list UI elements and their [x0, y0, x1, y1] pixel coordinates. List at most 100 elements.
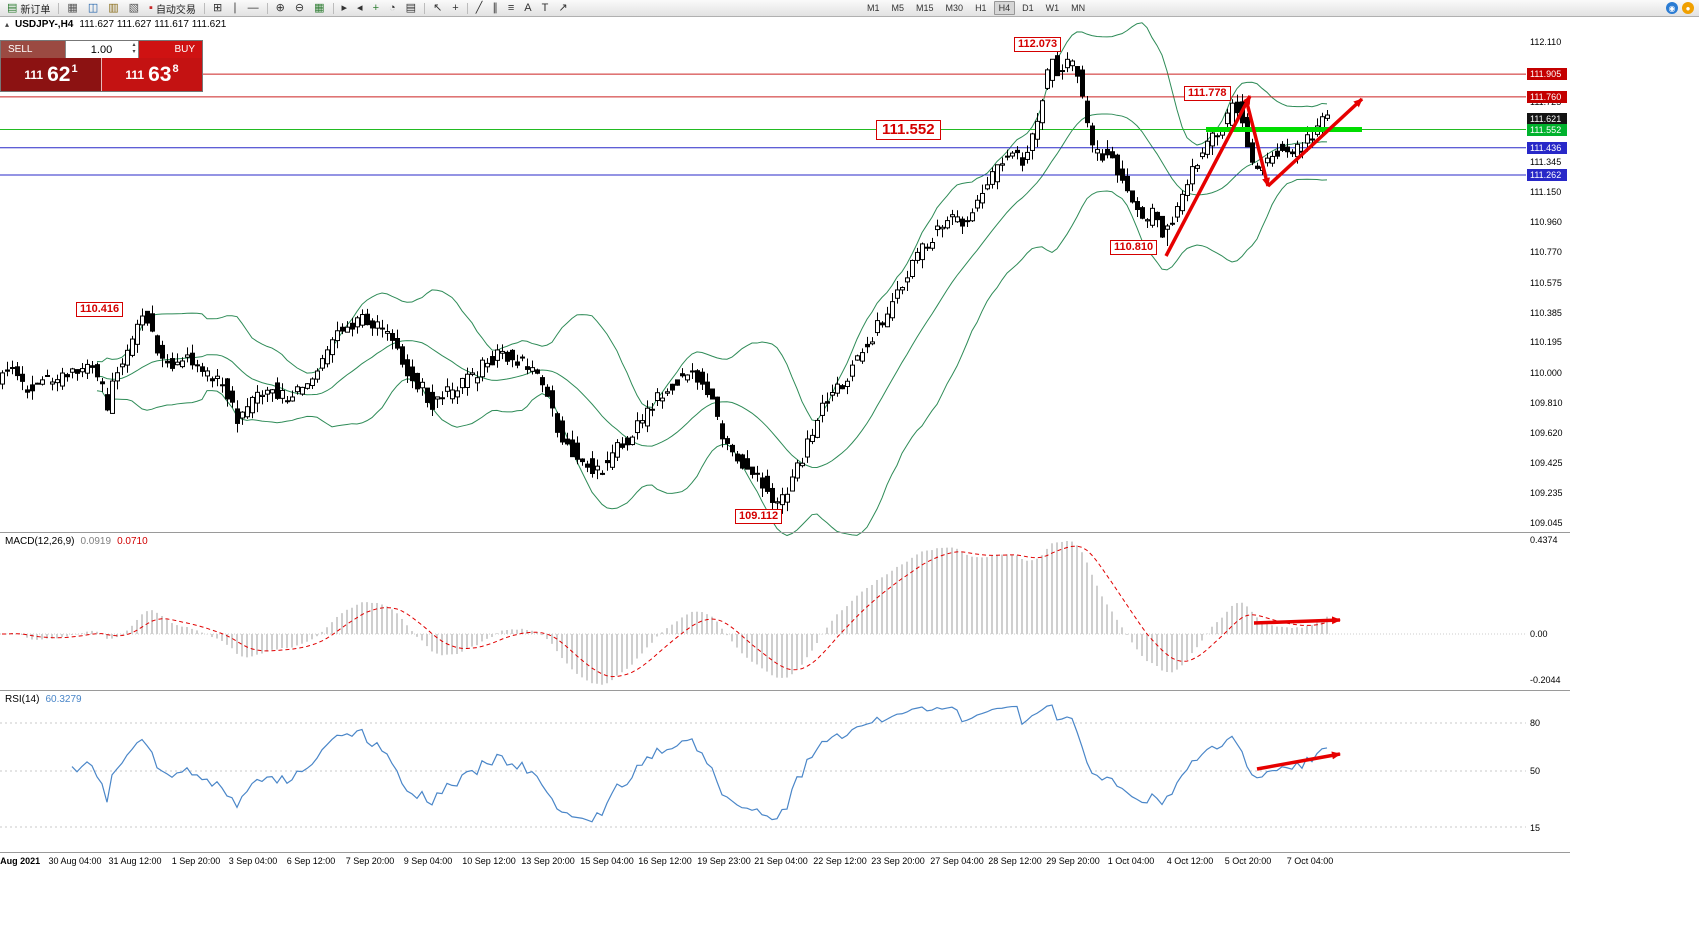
- new-order-button-label: 新订单: [20, 4, 51, 16]
- timeframe-m5-button[interactable]: M5: [891, 3, 905, 13]
- price-tag: 111.552: [1527, 124, 1567, 136]
- timeframe-h1-button[interactable]: H1: [975, 3, 987, 13]
- buy-button[interactable]: BUY: [138, 41, 202, 58]
- main-toolbar: ▤ 新订单 ▦ ◫ ▥ ▧ ▪ 自动交易 ⊞ ∣ ― ⊕ ⊖ ▦ ▸ ◂ + ◔ ▤ ↖ + ╱ ∥ ≡ A T ↗ M1 M5 M15…: [0, 0, 1699, 17]
- chart-symbol-period: USDJPY-,H4: [15, 19, 74, 30]
- new-order-button[interactable]: ▤ 新订单: [2, 1, 55, 16]
- buy-price-panel[interactable]: 111 63 8: [101, 58, 202, 91]
- chart-marker-icon: ▴: [5, 20, 10, 29]
- periods-icon[interactable]: ◔: [384, 1, 401, 15]
- price-callout: 110.810: [1110, 240, 1158, 255]
- label-tool-icon-glyph: T: [541, 2, 549, 14]
- toolbar-separator: [424, 2, 426, 14]
- price-axis-label: 109.045: [1530, 518, 1563, 528]
- macd-signal-value: 0.0710: [117, 536, 148, 547]
- time-axis-label: 26 Aug 2021: [0, 856, 41, 866]
- chart-header: ▴ USDJPY-,H4 111.627 111.627 111.617 111…: [5, 19, 226, 30]
- charts-window-icon-glyph: ▦: [67, 2, 78, 14]
- macd-indicator-label: MACD(12,26,9) 0.0919 0.0710: [5, 536, 148, 547]
- zoom-in-icon[interactable]: ⊕: [271, 1, 290, 15]
- time-axis-label: 30 Aug 04:00: [48, 856, 102, 866]
- volume-down-icon[interactable]: ▾: [132, 49, 136, 55]
- profile-icon-glyph: ◫: [87, 2, 99, 14]
- price-axis-label: 110.385: [1530, 308, 1562, 318]
- trendline-tool-icon[interactable]: ╱: [471, 1, 488, 15]
- time-axis-label: 16 Sep 12:00: [638, 856, 692, 866]
- rsi-value: 60.3279: [45, 694, 82, 705]
- fibonacci-tool-icon-glyph: ≡: [507, 2, 515, 14]
- sell-price-panel[interactable]: 111 62 1: [1, 58, 101, 91]
- auto-scroll-icon[interactable]: ▸: [337, 1, 353, 15]
- community-icon[interactable]: ◉: [1666, 2, 1678, 14]
- sell-price-pips: 62: [47, 62, 71, 86]
- crosshair-icon[interactable]: +: [447, 1, 463, 15]
- chart-shift-icon[interactable]: ◂: [352, 1, 368, 15]
- timeframe-m1-button[interactable]: M1: [867, 3, 880, 13]
- sell-price-base: 111: [24, 67, 44, 82]
- time-axis-label: 6 Sep 12:00: [286, 856, 336, 866]
- time-axis-label: 21 Sep 04:00: [754, 856, 808, 866]
- price-axis-label: 109.425: [1530, 458, 1563, 468]
- text-tool-icon[interactable]: A: [519, 1, 536, 15]
- volume-input[interactable]: 1.00 ▴ ▾: [64, 41, 139, 58]
- timeframe-w1-button[interactable]: W1: [1045, 3, 1060, 13]
- vertical-line-icon[interactable]: ∣: [227, 1, 243, 15]
- arrows-tool-icon[interactable]: ↗: [553, 1, 572, 15]
- timeframe-d1-button[interactable]: D1: [1022, 3, 1034, 13]
- toolbar-separator: [332, 2, 334, 14]
- price-tag: 111.905: [1527, 68, 1567, 80]
- price-axis-label: 110.000: [1530, 368, 1562, 378]
- price-callout: 111.552: [876, 120, 941, 140]
- objects-list-icon-glyph: ⊞: [212, 2, 223, 14]
- time-axis-label: 1 Sep 20:00: [171, 856, 221, 866]
- time-axis-label: 4 Oct 12:00: [1166, 856, 1214, 866]
- sell-button[interactable]: SELL: [1, 41, 65, 58]
- price-callout: 112.073: [1014, 37, 1062, 52]
- crosshair-icon-glyph: +: [452, 2, 459, 14]
- price-axis-label: 111.345: [1530, 157, 1562, 167]
- price-axis-label: 112.110: [1530, 37, 1562, 47]
- zoom-in-icon-glyph: ⊕: [275, 2, 285, 14]
- objects-list-icon[interactable]: ⊞: [208, 1, 227, 15]
- channel-tool-icon[interactable]: ∥: [487, 1, 503, 15]
- price-tag: 111.262: [1527, 169, 1567, 181]
- timeframe-m30-button[interactable]: M30: [945, 3, 964, 13]
- time-axis-label: 7 Sep 20:00: [345, 856, 395, 866]
- fibonacci-tool-icon[interactable]: ≡: [503, 1, 519, 15]
- charts-window-icon[interactable]: ▦: [62, 1, 82, 15]
- tile-windows-icon[interactable]: ▦: [309, 1, 329, 15]
- volume-up-icon[interactable]: ▴: [132, 42, 136, 48]
- templates-icon[interactable]: ▤: [401, 1, 421, 15]
- time-axis-label: 10 Sep 12:00: [462, 856, 516, 866]
- sell-price-pipette: 1: [71, 63, 78, 75]
- toolbar-right-icons: ◉ ●: [1666, 2, 1694, 14]
- data-window-icon[interactable]: ▧: [124, 1, 144, 15]
- horizontal-line-icon[interactable]: ―: [243, 1, 264, 15]
- market-watch-icon[interactable]: ▥: [103, 1, 123, 15]
- zoom-out-icon[interactable]: ⊖: [290, 1, 309, 15]
- label-tool-icon[interactable]: T: [537, 1, 554, 15]
- indicators-add-icon[interactable]: +: [368, 1, 384, 15]
- rsi-name: RSI(14): [5, 694, 40, 705]
- pane-separator: [0, 532, 1570, 533]
- time-axis-label: 9 Sep 04:00: [403, 856, 453, 866]
- timeframe-h4-button[interactable]: H4: [993, 1, 1016, 15]
- autotrading-button[interactable]: ▪ 自动交易: [144, 1, 201, 16]
- price-tag: 111.621: [1527, 113, 1567, 125]
- channel-tool-icon-glyph: ∥: [492, 2, 498, 14]
- text-tool-icon-glyph: A: [524, 2, 532, 14]
- cursor-icon[interactable]: ↖: [428, 1, 447, 15]
- chart-shift-icon-glyph: ◂: [357, 2, 363, 14]
- timeframe-m15-button[interactable]: M15: [916, 3, 934, 13]
- price-tag: 111.760: [1527, 91, 1567, 103]
- toolbar-icons-group: ▤ 新订单 ▦ ◫ ▥ ▧ ▪ 自动交易 ⊞ ∣ ― ⊕ ⊖ ▦ ▸ ◂ + ◔ ▤ ↖ + ╱ ∥ ≡ A T ↗: [2, 0, 573, 16]
- time-axis-label: 23 Sep 20:00: [871, 856, 925, 866]
- notification-icon[interactable]: ●: [1682, 2, 1694, 14]
- macd-pane: [0, 541, 1526, 685]
- one-click-trading-panel: SELL 1.00 ▴ ▾ BUY 111 62 1 111 63 8: [0, 40, 203, 92]
- timeframe-mn-button[interactable]: MN: [1071, 3, 1086, 13]
- profile-icon[interactable]: ◫: [83, 1, 103, 15]
- macd-axis-label: 0.00: [1530, 629, 1548, 639]
